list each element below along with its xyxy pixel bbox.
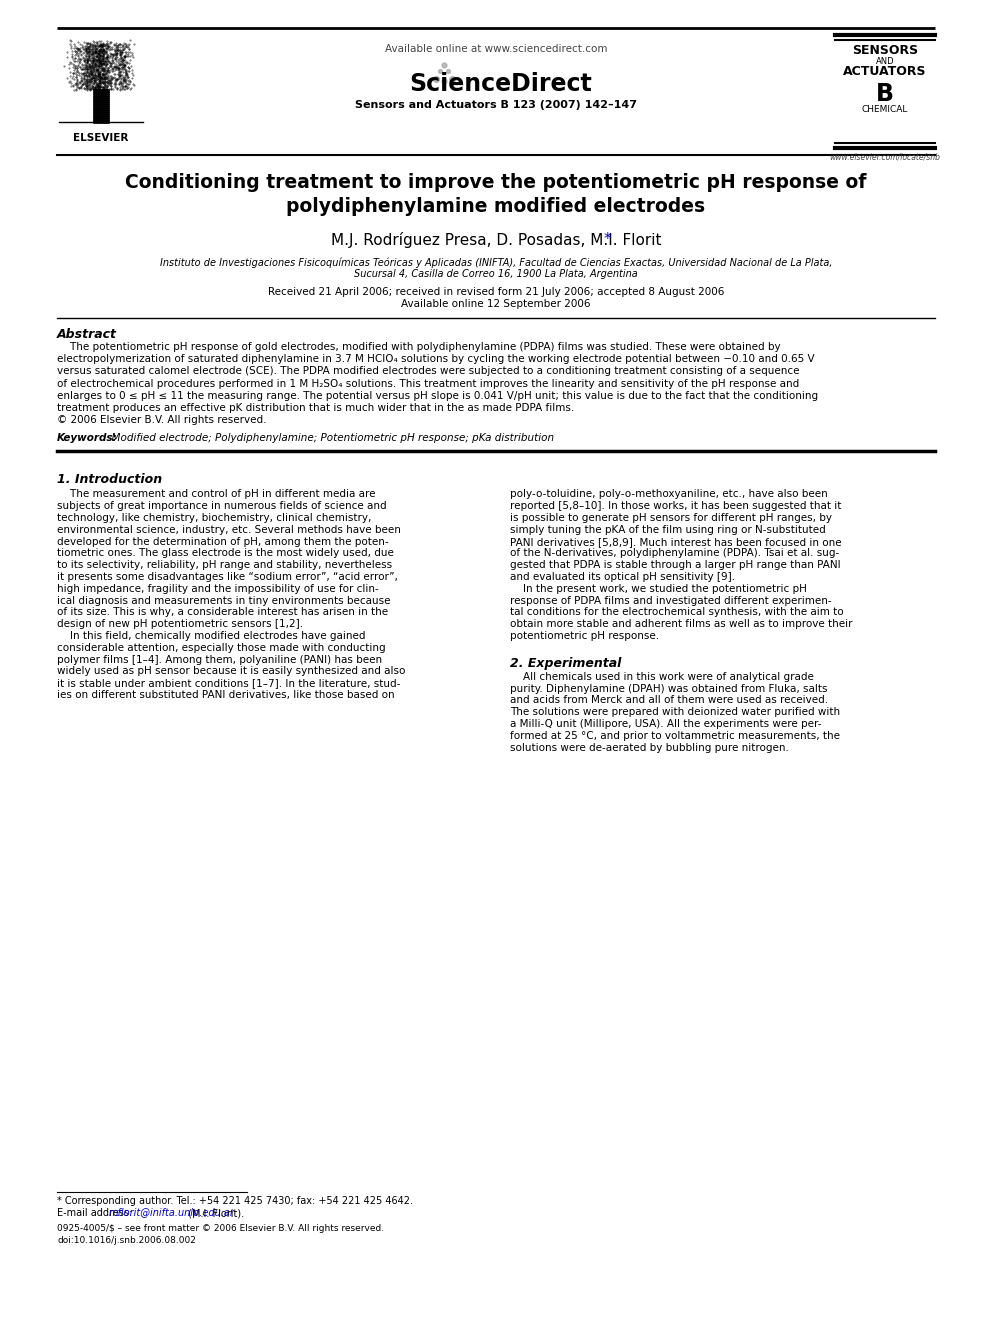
Text: 1. Introduction: 1. Introduction	[57, 474, 162, 487]
Text: mflorit@inifta.unlp.edu.ar: mflorit@inifta.unlp.edu.ar	[109, 1208, 235, 1218]
Text: Sucursal 4, Casilla de Correo 16, 1900 La Plata, Argentina: Sucursal 4, Casilla de Correo 16, 1900 L…	[354, 269, 638, 279]
Text: ical diagnosis and measurements in tiny environments because: ical diagnosis and measurements in tiny …	[57, 595, 391, 606]
Text: ELSEVIER: ELSEVIER	[73, 134, 129, 143]
Text: treatment produces an effective pΚ distribution that is much wider that in the a: treatment produces an effective pΚ distr…	[57, 404, 574, 413]
Text: CHEMICAL: CHEMICAL	[862, 105, 909, 114]
Text: formed at 25 °C, and prior to voltammetric measurements, the: formed at 25 °C, and prior to voltammetr…	[510, 730, 840, 741]
Text: subjects of great importance in numerous fields of science and: subjects of great importance in numerous…	[57, 501, 387, 511]
Text: of its size. This is why, a considerable interest has arisen in the: of its size. This is why, a considerable…	[57, 607, 388, 618]
Text: design of new pH potentiometric sensors [1,2].: design of new pH potentiometric sensors …	[57, 619, 304, 630]
Text: electropolymerization of saturated diphenylamine in 3.7 M HClO₄ solutions by cyc: electropolymerization of saturated diphe…	[57, 355, 814, 364]
Text: Modified electrode; Polydiphenylamine; Potentiometric pH response; pKa distribut: Modified electrode; Polydiphenylamine; P…	[105, 434, 555, 443]
Text: obtain more stable and adherent films as well as to improve their: obtain more stable and adherent films as…	[510, 619, 852, 630]
Text: The potentiometric pH response of gold electrodes, modified with polydiphenylami: The potentiometric pH response of gold e…	[57, 343, 781, 352]
Text: simply tuning the pKΑ of the film using ring or N-substituted: simply tuning the pKΑ of the film using …	[510, 525, 825, 534]
Text: * Corresponding author. Tel.: +54 221 425 7430; fax: +54 221 425 4642.: * Corresponding author. Tel.: +54 221 42…	[57, 1196, 413, 1207]
Text: reported [5,8–10]. In those works, it has been suggested that it: reported [5,8–10]. In those works, it ha…	[510, 501, 841, 511]
Text: Available online 12 September 2006: Available online 12 September 2006	[401, 299, 591, 310]
Text: solutions were de-aerated by bubbling pure nitrogen.: solutions were de-aerated by bubbling pu…	[510, 742, 789, 753]
Text: and evaluated its optical pH sensitivity [9].: and evaluated its optical pH sensitivity…	[510, 572, 735, 582]
Text: environmental science, industry, etc. Several methods have been: environmental science, industry, etc. Se…	[57, 525, 401, 534]
Text: B: B	[876, 82, 894, 106]
Text: purity. Diphenylamine (DPAH) was obtained from Fluka, salts: purity. Diphenylamine (DPAH) was obtaine…	[510, 684, 827, 693]
Text: of the N-derivatives, polydiphenylamine (PDPA). Tsai et al. sug-: of the N-derivatives, polydiphenylamine …	[510, 549, 839, 558]
Text: AND: AND	[876, 57, 895, 66]
Text: it presents some disadvantages like “sodium error”, “acid error”,: it presents some disadvantages like “sod…	[57, 572, 398, 582]
Text: 0925-4005/$ – see front matter © 2006 Elsevier B.V. All rights reserved.: 0925-4005/$ – see front matter © 2006 El…	[57, 1224, 384, 1233]
Text: Instituto de Investigaciones Fisicoquímicas Teóricas y Aplicadas (INIFTA), Facul: Instituto de Investigaciones Fisicoquími…	[160, 257, 832, 267]
Text: gested that PDPA is stable through a larger pH range than PANI: gested that PDPA is stable through a lar…	[510, 560, 840, 570]
Text: tiometric ones. The glass electrode is the most widely used, due: tiometric ones. The glass electrode is t…	[57, 549, 394, 558]
Text: Abstract: Abstract	[57, 328, 117, 341]
Text: The measurement and control of pH in different media are: The measurement and control of pH in dif…	[57, 490, 376, 499]
Text: and acids from Merck and all of them were used as received.: and acids from Merck and all of them wer…	[510, 696, 828, 705]
Text: The solutions were prepared with deionized water purified with: The solutions were prepared with deioniz…	[510, 708, 840, 717]
Text: In the present work, we studied the potentiometric pH: In the present work, we studied the pote…	[510, 583, 806, 594]
Text: developed for the determination of pH, among them the poten-: developed for the determination of pH, a…	[57, 537, 389, 546]
Text: doi:10.1016/j.snb.2006.08.002: doi:10.1016/j.snb.2006.08.002	[57, 1236, 195, 1245]
Text: to its selectivity, reliability, pH range and stability, nevertheless: to its selectivity, reliability, pH rang…	[57, 560, 392, 570]
Text: tal conditions for the electrochemical synthesis, with the aim to: tal conditions for the electrochemical s…	[510, 607, 843, 618]
Text: © 2006 Elsevier B.V. All rights reserved.: © 2006 Elsevier B.V. All rights reserved…	[57, 415, 267, 425]
Text: All chemicals used in this work were of analytical grade: All chemicals used in this work were of …	[510, 672, 813, 681]
Text: potentiometric pH response.: potentiometric pH response.	[510, 631, 659, 642]
Text: considerable attention, especially those made with conducting: considerable attention, especially those…	[57, 643, 386, 652]
Text: widely used as pH sensor because it is easily synthesized and also: widely used as pH sensor because it is e…	[57, 667, 406, 676]
Text: ACTUATORS: ACTUATORS	[843, 65, 927, 78]
Text: Received 21 April 2006; received in revised form 21 July 2006; accepted 8 August: Received 21 April 2006; received in revi…	[268, 287, 724, 296]
Text: high impedance, fragility and the impossibility of use for clin-: high impedance, fragility and the imposs…	[57, 583, 379, 594]
Text: *: *	[604, 232, 612, 247]
Text: a Milli-Q unit (Millipore, USA). All the experiments were per-: a Milli-Q unit (Millipore, USA). All the…	[510, 718, 821, 729]
Text: versus saturated calomel electrode (SCE). The PDPA modified electrodes were subj: versus saturated calomel electrode (SCE)…	[57, 366, 800, 377]
Text: technology, like chemistry, biochemistry, clinical chemistry,: technology, like chemistry, biochemistry…	[57, 513, 371, 523]
Text: it is stable under ambient conditions [1–7]. In the literature, stud-: it is stable under ambient conditions [1…	[57, 679, 401, 688]
Text: Available online at www.sciencedirect.com: Available online at www.sciencedirect.co…	[385, 44, 607, 54]
Text: of electrochemical procedures performed in 1 M H₂SO₄ solutions. This treatment i: of electrochemical procedures performed …	[57, 378, 800, 389]
Text: ies on different substituted PANI derivatives, like those based on: ies on different substituted PANI deriva…	[57, 691, 395, 700]
Text: PANI derivatives [5,8,9]. Much interest has been focused in one: PANI derivatives [5,8,9]. Much interest …	[510, 537, 841, 546]
Text: polydiphenylamine modified electrodes: polydiphenylamine modified electrodes	[287, 197, 705, 216]
Text: E-mail address:: E-mail address:	[57, 1208, 135, 1218]
Text: In this field, chemically modified electrodes have gained: In this field, chemically modified elect…	[57, 631, 365, 642]
Text: SENSORS: SENSORS	[852, 44, 918, 57]
Text: ScienceDirect: ScienceDirect	[410, 71, 592, 97]
Text: Conditioning treatment to improve the potentiometric pH response of: Conditioning treatment to improve the po…	[125, 173, 867, 192]
Text: poly-o-toluidine, poly-o-methoxyaniline, etc., have also been: poly-o-toluidine, poly-o-methoxyaniline,…	[510, 490, 827, 499]
Text: Keywords:: Keywords:	[57, 434, 118, 443]
Text: polymer films [1–4]. Among them, polyaniline (PANI) has been: polymer films [1–4]. Among them, polyani…	[57, 655, 382, 664]
Text: www.elsevier.com/locate/snb: www.elsevier.com/locate/snb	[829, 153, 940, 161]
Text: M.J. Rodríguez Presa, D. Posadas, M.I. Florit: M.J. Rodríguez Presa, D. Posadas, M.I. F…	[330, 232, 662, 247]
Text: Sensors and Actuators B 123 (2007) 142–147: Sensors and Actuators B 123 (2007) 142–1…	[355, 101, 637, 110]
Text: response of PDPA films and investigated different experimen-: response of PDPA films and investigated …	[510, 595, 831, 606]
Text: is possible to generate pH sensors for different pH ranges, by: is possible to generate pH sensors for d…	[510, 513, 832, 523]
Text: 2. Experimental: 2. Experimental	[510, 656, 621, 669]
Text: enlarges to 0 ≤ pH ≤ 11 the measuring range. The potential versus pH slope is 0.: enlarges to 0 ≤ pH ≤ 11 the measuring ra…	[57, 390, 818, 401]
Text: (M.I. Florit).: (M.I. Florit).	[185, 1208, 244, 1218]
